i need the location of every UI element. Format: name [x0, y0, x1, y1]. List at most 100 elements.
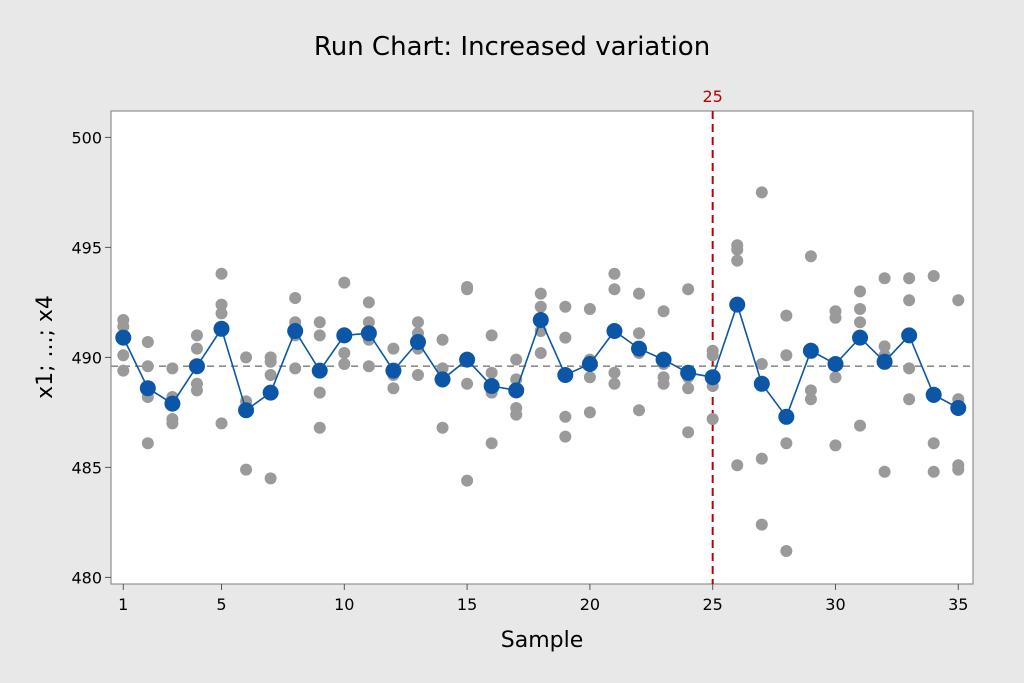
individual-point	[755, 452, 768, 465]
x-tick-label: 20	[580, 595, 600, 614]
mean-point	[459, 351, 476, 368]
individual-point	[215, 417, 228, 430]
individual-point	[903, 393, 916, 406]
x-tick-label: 30	[825, 595, 845, 614]
individual-point	[264, 355, 277, 368]
individual-point	[878, 272, 891, 285]
individual-point	[682, 426, 695, 439]
y-axis: 480 485 490 495 500	[71, 128, 111, 587]
individual-point	[608, 377, 621, 390]
mean-point	[655, 351, 672, 368]
individual-point	[633, 404, 646, 417]
mean-point	[287, 323, 304, 339]
chart-title: Run Chart: Increased variation	[314, 32, 710, 62]
individual-point	[854, 285, 867, 298]
individual-point	[780, 545, 793, 557]
individual-point	[903, 272, 916, 285]
individual-point	[141, 437, 154, 450]
y-tick-label: 495	[71, 238, 102, 257]
mean-point	[434, 371, 451, 388]
individual-point	[387, 342, 400, 355]
individual-point	[608, 267, 621, 280]
mean-point	[115, 329, 132, 346]
mean-point	[238, 402, 255, 419]
individual-point	[485, 437, 498, 450]
mean-point	[950, 400, 967, 416]
mean-point	[139, 380, 156, 397]
individual-point	[436, 362, 449, 375]
individual-point	[804, 250, 817, 263]
individual-point	[190, 342, 203, 355]
individual-point	[190, 329, 203, 342]
mean-point	[164, 395, 181, 412]
individual-point	[461, 377, 474, 390]
individual-point	[731, 254, 744, 267]
individual-point	[755, 518, 768, 531]
mean-point	[778, 408, 795, 425]
mean-point	[508, 382, 525, 399]
mean-point	[827, 356, 844, 372]
mean-point	[188, 358, 205, 375]
mean-point	[311, 362, 328, 379]
individual-point	[854, 303, 867, 315]
mean-point	[213, 320, 230, 337]
mean-point	[753, 375, 770, 392]
individual-point	[854, 419, 867, 432]
mean-point	[262, 384, 279, 401]
individual-point	[903, 294, 916, 307]
individual-point	[461, 283, 474, 296]
individual-point	[608, 366, 621, 379]
individual-point	[583, 303, 596, 315]
individual-point	[952, 294, 965, 307]
mean-point	[680, 364, 697, 381]
x-tick-label: 35	[948, 595, 968, 614]
individual-point	[338, 358, 351, 370]
individual-point	[829, 439, 842, 452]
individual-point	[559, 410, 572, 423]
mean-point	[729, 296, 746, 313]
individual-point	[534, 347, 547, 359]
individual-point	[485, 366, 498, 379]
individual-point	[362, 360, 375, 373]
individual-point	[313, 421, 326, 434]
individual-point	[215, 267, 228, 280]
reference-line-label: 25	[703, 87, 723, 106]
individual-point	[952, 463, 965, 476]
x-tick-label: 15	[457, 595, 477, 614]
x-tick-label: 25	[703, 595, 723, 614]
individual-point	[878, 465, 891, 478]
individual-point	[485, 329, 498, 342]
individual-point	[289, 292, 302, 304]
individual-point	[731, 243, 744, 256]
mean-point	[581, 356, 598, 372]
x-axis-label: Sample	[501, 628, 584, 653]
individual-point	[583, 371, 596, 384]
individual-point	[117, 320, 130, 333]
individual-point	[264, 472, 277, 485]
x-tick-label: 1	[118, 595, 128, 614]
individual-point	[559, 430, 572, 443]
individual-point	[780, 349, 793, 362]
mean-point	[557, 367, 574, 383]
individual-point	[166, 417, 179, 430]
individual-point	[780, 437, 793, 450]
y-axis-label: x1; ...; x4	[33, 295, 58, 399]
individual-point	[362, 296, 375, 309]
individual-point	[559, 300, 572, 313]
individual-point	[583, 406, 596, 419]
mean-point	[409, 334, 426, 350]
individual-point	[534, 300, 547, 313]
individual-point	[755, 186, 768, 199]
individual-point	[461, 474, 474, 487]
y-tick-label: 485	[71, 458, 102, 477]
individual-point	[387, 382, 400, 395]
individual-point	[829, 311, 842, 324]
individual-point	[117, 349, 130, 362]
individual-point	[657, 305, 670, 318]
individual-point	[510, 408, 523, 421]
individual-point	[215, 307, 228, 320]
mean-point	[876, 353, 893, 370]
individual-point	[608, 283, 621, 296]
mean-point	[606, 323, 623, 339]
